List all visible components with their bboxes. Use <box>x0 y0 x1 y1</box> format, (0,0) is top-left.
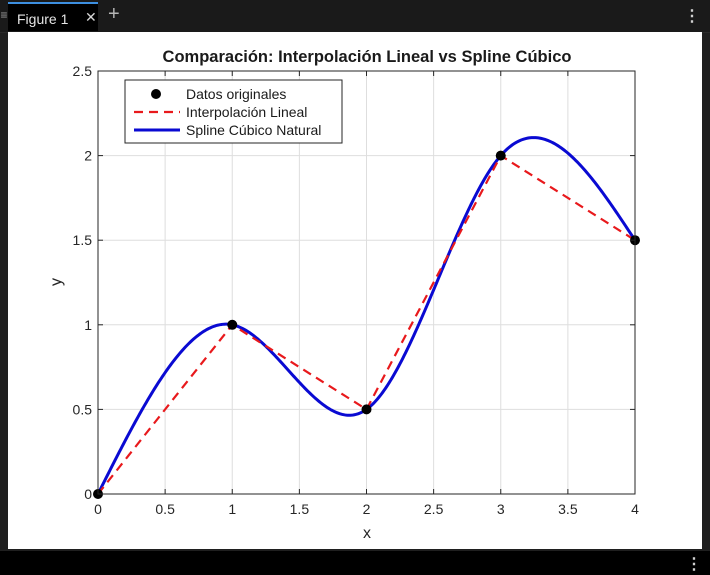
chart: 0 0.5 1 1.5 2 2.5 3 3.5 4 0 0.5 1 1.5 2 2.5 Comparació… <box>48 48 640 542</box>
y-tick-label: 0 <box>84 486 92 502</box>
y-axis-label: y <box>48 278 65 286</box>
drag-handle-icon[interactable]: ≡ <box>0 8 8 22</box>
data-point <box>227 319 238 330</box>
x-tick-label: 3 <box>497 501 505 517</box>
y-tick-label: 2.5 <box>73 63 93 79</box>
x-tick-label: 4 <box>631 501 639 517</box>
x-tick-label: 0.5 <box>155 501 175 517</box>
tick-marks <box>97 70 636 495</box>
x-tick-label: 2 <box>363 501 371 517</box>
x-axis-label: x <box>363 525 371 542</box>
tab-menu-icon[interactable]: ⋮ <box>684 8 700 25</box>
linear-series-line <box>97 154 636 495</box>
y-tick-label: 0.5 <box>73 401 93 417</box>
y-tick-label: 1.5 <box>73 232 93 248</box>
tab-label: Figure 1 <box>17 11 69 27</box>
legend-label: Interpolación Lineal <box>186 104 307 120</box>
footer-menu-icon[interactable]: ⋮ <box>686 556 702 573</box>
x-tick-label: 0 <box>94 501 102 517</box>
legend: Datos originales Interpolación Lineal Spli… <box>124 79 343 144</box>
legend-box <box>124 79 343 144</box>
data-point <box>495 150 506 161</box>
legend-marker-datos <box>151 89 161 99</box>
x-tick-label: 3.5 <box>558 501 578 517</box>
legend-label: Datos originales <box>186 86 286 102</box>
figure-tab-bar: ≡ Figure 1 ✕ + ⋮ <box>0 0 710 33</box>
tab-figure-1[interactable]: Figure 1 ✕ <box>8 2 98 31</box>
add-tab-icon[interactable]: + <box>108 3 120 25</box>
x-tick-label: 1 <box>228 501 236 517</box>
y-tick-label: 1 <box>84 317 92 333</box>
legend-label: Spline Cúbico Natural <box>186 122 321 138</box>
series-layer <box>93 136 640 499</box>
x-tick-label: 1.5 <box>290 501 310 517</box>
data-point <box>361 404 372 415</box>
status-bar: ⋮ <box>0 551 710 575</box>
x-tick-label: 2.5 <box>424 501 444 517</box>
close-icon[interactable]: ✕ <box>85 9 97 25</box>
tick-labels: 0 0.5 1 1.5 2 2.5 3 3.5 4 0 0.5 1 1.5 2 2.5 <box>73 63 640 517</box>
y-tick-label: 2 <box>84 148 92 164</box>
chart-title: Comparación: Interpolación Lineal vs Spl… <box>163 48 572 66</box>
figure-canvas: 0 0.5 1 1.5 2 2.5 3 3.5 4 0 0.5 1 1.5 2 2.5 Comparació… <box>8 32 702 549</box>
